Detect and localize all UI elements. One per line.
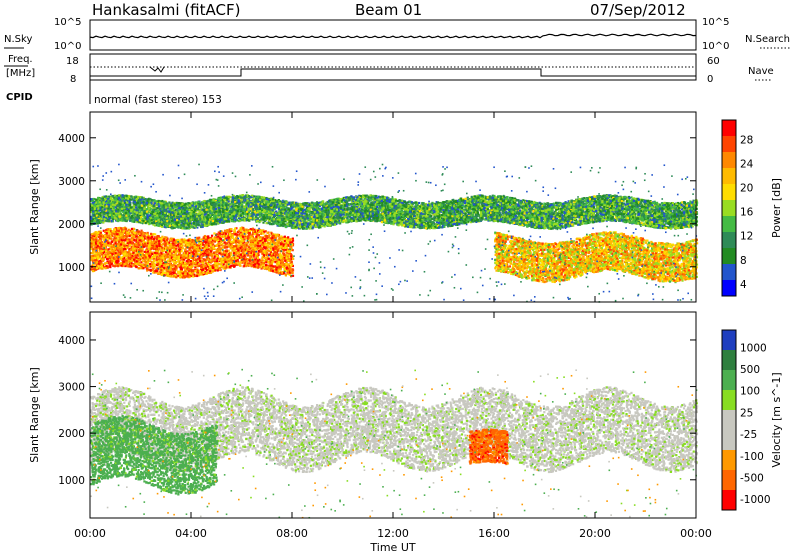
nave-tick-high: 60 <box>707 56 720 67</box>
search-tick-high: 10^5 <box>702 17 729 28</box>
power-data-point <box>370 220 372 222</box>
nave-tick-low: 0 <box>707 74 713 85</box>
sky-tick-high: 10^5 <box>54 17 81 28</box>
power-data-point <box>173 227 175 229</box>
search-tick-low: 10^0 <box>702 41 729 52</box>
power-data-point <box>575 199 577 201</box>
freq-label: Freq. <box>8 54 33 65</box>
freq-unit-label: [MHz] <box>6 68 35 79</box>
cpid-label: CPID <box>6 92 33 103</box>
nsky-label: N.Sky <box>4 34 32 45</box>
power-data-point <box>129 201 131 203</box>
nsearch-label: N.Search <box>745 34 790 45</box>
frequency-panel: 18 8 60 0 Freq. [MHz] Nave <box>4 54 774 85</box>
power-data-point <box>353 196 355 198</box>
power-data-point <box>630 196 632 198</box>
cpid-mode: normal (fast stereo) 153 <box>94 94 222 106</box>
sky-noise-panel: 10^5 10^0 10^5 10^0 N.Sky N.Search <box>4 17 790 52</box>
station-title: Hankasalmi (fitACF) <box>92 1 240 19</box>
freq-tick-high: 18 <box>66 56 79 67</box>
sky-tick-low: 10^0 <box>54 41 81 52</box>
beam-label: Beam 01 <box>355 1 422 19</box>
date-label: 07/Sep/2012 <box>590 1 686 19</box>
power-data-point <box>321 211 323 213</box>
freq-tick-low: 8 <box>70 74 76 85</box>
power-data-point <box>555 209 557 211</box>
nave-label: Nave <box>748 66 774 77</box>
